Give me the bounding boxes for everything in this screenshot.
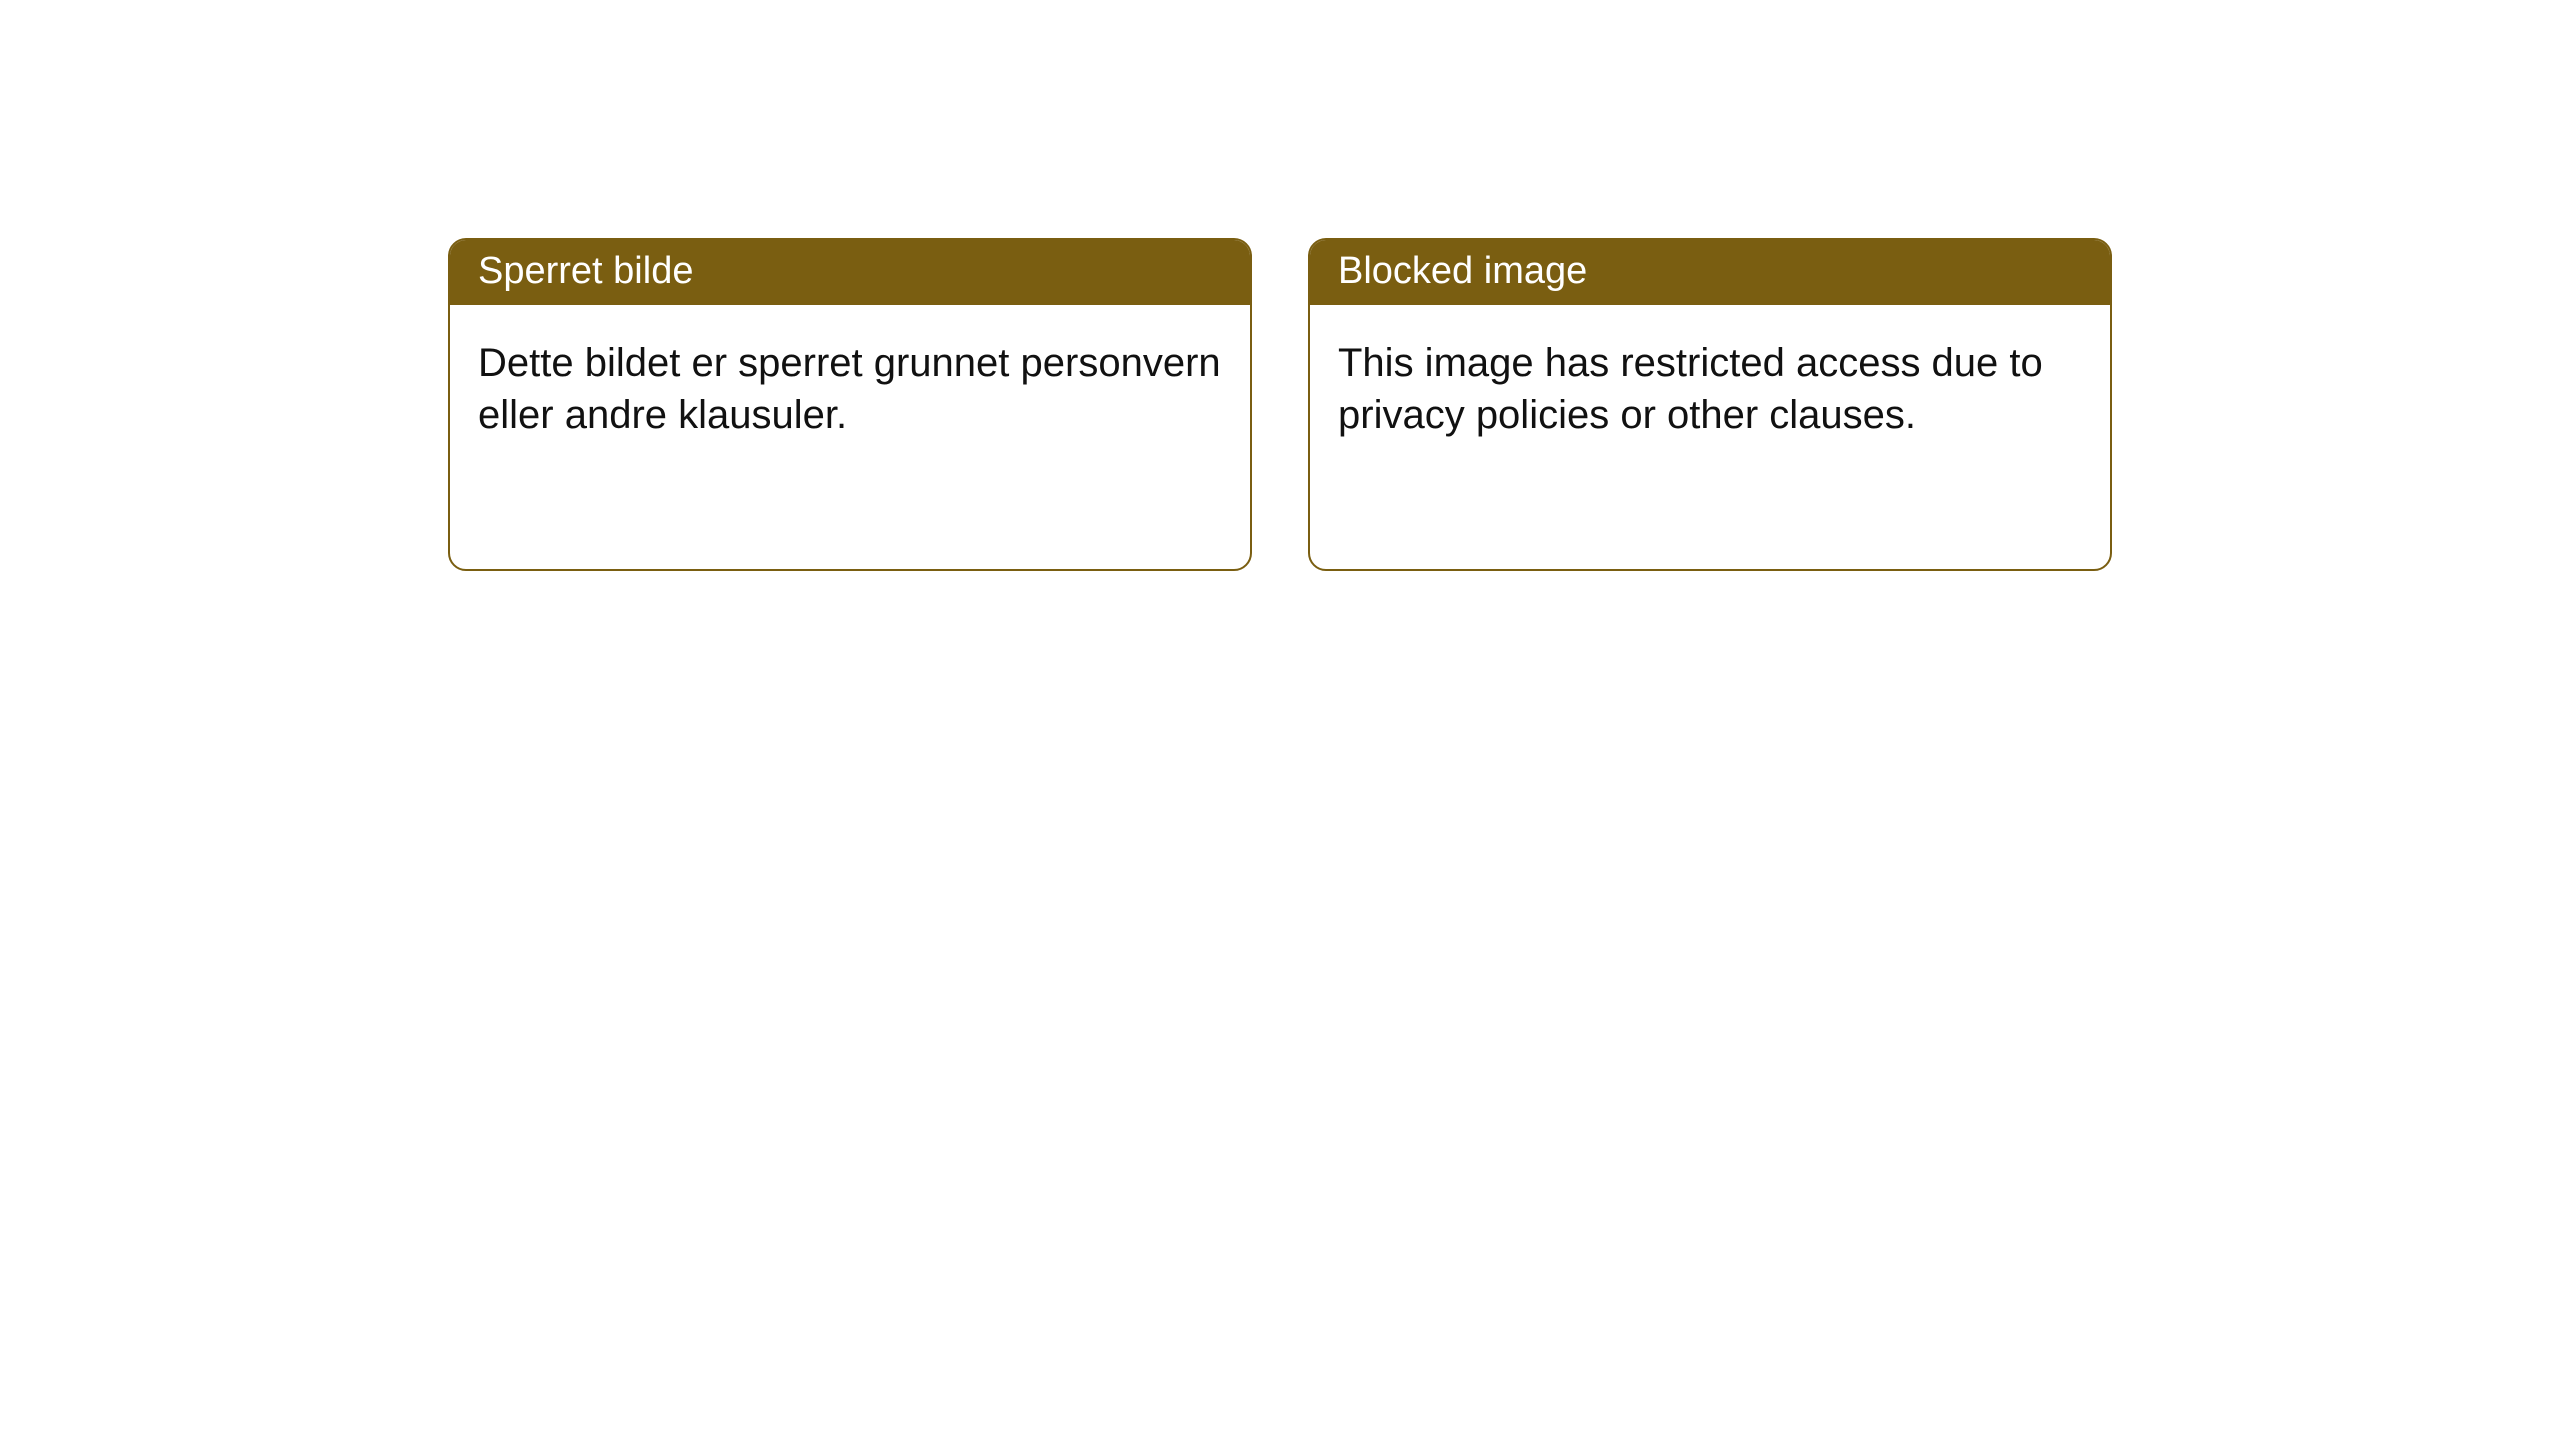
notice-body: Dette bildet er sperret grunnet personve…	[450, 305, 1250, 569]
notice-card-norwegian: Sperret bilde Dette bildet er sperret gr…	[448, 238, 1252, 571]
notice-title: Blocked image	[1310, 240, 2110, 305]
notice-card-english: Blocked image This image has restricted …	[1308, 238, 2112, 571]
notice-container: Sperret bilde Dette bildet er sperret gr…	[0, 0, 2560, 571]
notice-title: Sperret bilde	[450, 240, 1250, 305]
notice-body: This image has restricted access due to …	[1310, 305, 2110, 569]
